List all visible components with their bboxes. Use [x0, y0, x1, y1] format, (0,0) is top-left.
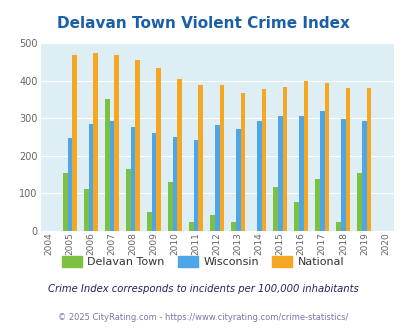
Bar [130, 127, 135, 231]
Bar [303, 81, 307, 231]
Bar [231, 222, 235, 231]
Bar [340, 119, 345, 231]
Bar [84, 189, 89, 231]
Bar [261, 89, 266, 231]
Bar [93, 53, 98, 231]
Bar [151, 133, 156, 231]
Bar [210, 215, 214, 231]
Bar [356, 174, 361, 231]
Bar [156, 69, 161, 231]
Bar [235, 129, 240, 231]
Bar [294, 202, 298, 231]
Bar [273, 186, 277, 231]
Bar [168, 182, 173, 231]
Bar [298, 116, 303, 231]
Bar [126, 169, 130, 231]
Bar [72, 54, 77, 231]
Bar [256, 121, 261, 231]
Bar [189, 222, 194, 231]
Text: Delavan Town Violent Crime Index: Delavan Town Violent Crime Index [56, 16, 349, 31]
Bar [114, 55, 119, 231]
Bar [68, 139, 72, 231]
Bar [324, 83, 328, 231]
Bar [319, 111, 324, 231]
Text: Crime Index corresponds to incidents per 100,000 inhabitants: Crime Index corresponds to incidents per… [47, 284, 358, 294]
Bar [277, 116, 282, 231]
Bar [173, 137, 177, 231]
Bar [63, 173, 68, 231]
Legend: Delavan Town, Wisconsin, National: Delavan Town, Wisconsin, National [57, 251, 348, 271]
Bar [147, 212, 151, 231]
Bar [366, 88, 371, 231]
Bar [282, 86, 286, 231]
Bar [109, 121, 114, 231]
Bar [198, 85, 202, 231]
Bar [135, 60, 140, 231]
Bar [177, 79, 182, 231]
Bar [89, 124, 93, 231]
Bar [315, 180, 319, 231]
Text: © 2025 CityRating.com - https://www.cityrating.com/crime-statistics/: © 2025 CityRating.com - https://www.city… [58, 313, 347, 322]
Bar [194, 140, 198, 231]
Bar [105, 99, 109, 231]
Bar [345, 88, 350, 231]
Bar [361, 121, 366, 231]
Bar [240, 92, 245, 231]
Bar [219, 85, 224, 231]
Bar [336, 222, 340, 231]
Bar [214, 125, 219, 231]
